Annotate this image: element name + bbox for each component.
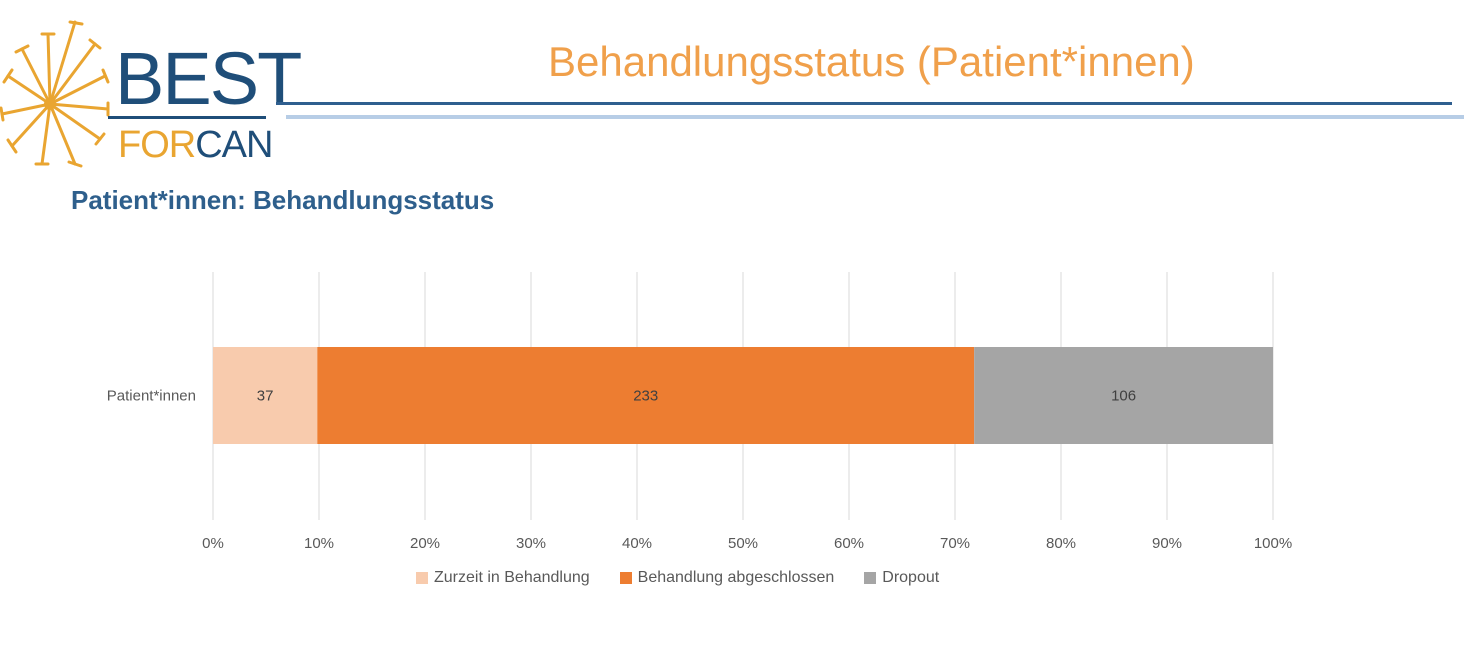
legend-item: Zurzeit in Behandlung [416, 569, 590, 587]
logo-best-text: BEST [115, 37, 302, 120]
best-forcan-logo: BEST FORCAN [0, 14, 302, 174]
logo-for-text: FOR [118, 124, 196, 166]
legend-label: Zurzeit in Behandlung [434, 569, 590, 586]
logo-forcan-text: FORCAN [118, 124, 273, 166]
dandelion-icon [0, 20, 110, 168]
data-label: 233 [633, 388, 658, 405]
x-tick-label: 60% [834, 535, 864, 552]
x-axis-ticks: 0% 10% 20% 30% 40% 50% 60% 70% 80% 90% 100% [202, 535, 1292, 552]
data-label: 37 [257, 388, 274, 405]
category-label: Patient*innen [107, 388, 196, 405]
x-tick-label: 100% [1254, 535, 1292, 552]
bar-segments [213, 347, 1273, 444]
logo-underline [108, 116, 266, 119]
chart-heading: Patient*innen: Behandlungsstatus [71, 185, 495, 215]
x-tick-label: 10% [304, 535, 334, 552]
header-divider-dark [276, 102, 1452, 105]
x-tick-label: 0% [202, 535, 224, 552]
data-label: 106 [1111, 388, 1136, 405]
x-tick-label: 40% [622, 535, 652, 552]
legend-label: Behandlung abgeschlossen [637, 569, 835, 586]
legend-swatch [416, 572, 428, 584]
x-tick-label: 30% [516, 535, 546, 552]
x-tick-label: 50% [728, 535, 758, 552]
bar-segment [317, 347, 975, 444]
header-divider-light [286, 115, 1464, 119]
legend-swatch [619, 572, 632, 584]
legend-label: Dropout [882, 569, 940, 586]
chart-legend: Zurzeit in Behandlung Behandlung abgeschl… [416, 569, 939, 587]
x-tick-label: 70% [940, 535, 970, 552]
legend-item: Behandlung abgeschlossen [619, 569, 835, 587]
legend-swatch [864, 572, 877, 584]
data-labels: 37 233 106 [257, 388, 1136, 405]
x-tick-label: 20% [410, 535, 440, 552]
x-tick-label: 80% [1046, 535, 1076, 552]
bar-segment [974, 347, 1273, 444]
x-tick-label: 90% [1152, 535, 1182, 552]
legend-item: Dropout [864, 569, 939, 587]
logo-can-text: CAN [195, 124, 273, 166]
bar-segment [213, 347, 318, 444]
slide-title: Behandlungsstatus (Patient*innen) [548, 38, 1195, 85]
